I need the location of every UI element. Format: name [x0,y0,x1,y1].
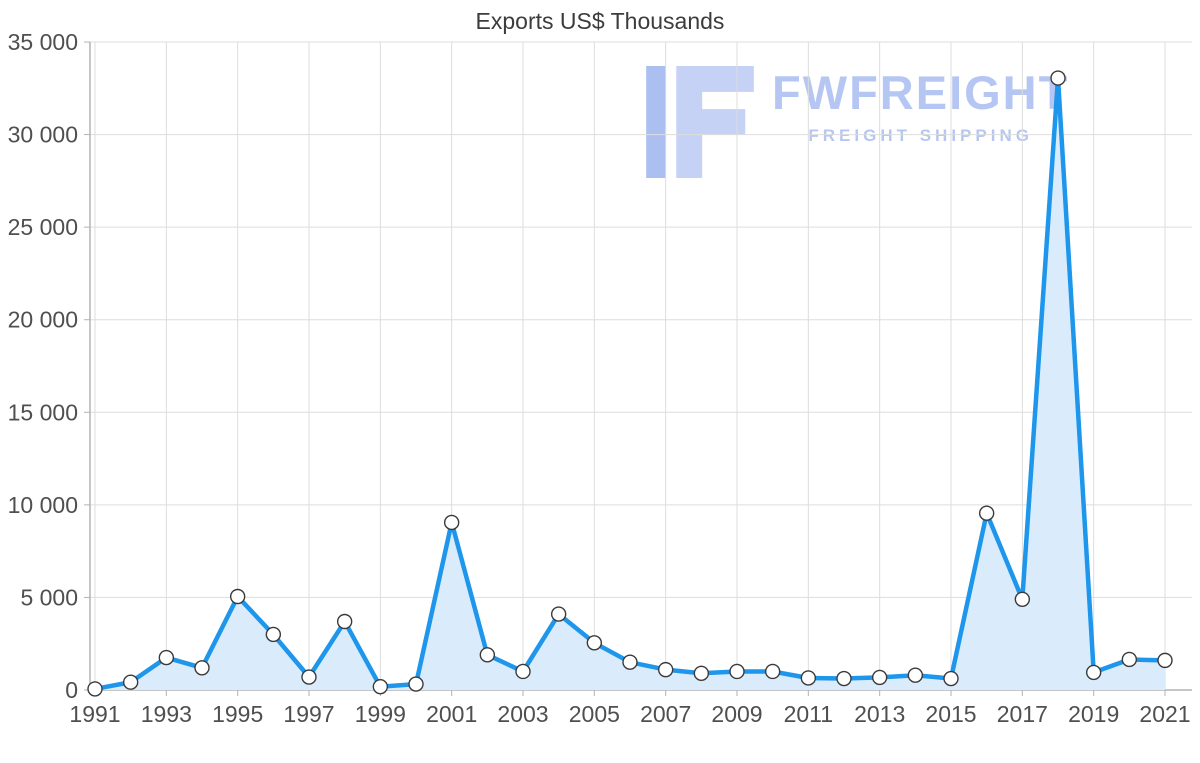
svg-text:25 000: 25 000 [8,214,78,240]
svg-text:2011: 2011 [784,701,833,727]
svg-text:1993: 1993 [141,701,192,727]
svg-text:20 000: 20 000 [8,307,78,333]
svg-text:2007: 2007 [640,701,691,727]
svg-text:2005: 2005 [569,701,620,727]
svg-text:0: 0 [65,677,78,703]
chart-title: Exports US$ Thousands [475,8,725,34]
svg-text:10 000: 10 000 [8,492,78,518]
svg-text:15 000: 15 000 [8,399,78,425]
svg-text:2013: 2013 [854,701,905,727]
svg-text:30 000: 30 000 [8,122,78,148]
svg-text:1997: 1997 [283,701,334,727]
svg-text:2015: 2015 [925,701,976,727]
svg-text:5 000: 5 000 [20,584,78,610]
svg-text:2019: 2019 [1068,701,1119,727]
svg-text:35 000: 35 000 [8,29,78,55]
svg-text:2017: 2017 [997,701,1048,727]
svg-text:1999: 1999 [355,701,406,727]
svg-text:2003: 2003 [497,701,548,727]
svg-text:1991: 1991 [69,701,120,727]
svg-text:1995: 1995 [212,701,263,727]
svg-text:2001: 2001 [426,701,477,727]
svg-text:2021: 2021 [1139,701,1190,727]
svg-text:2009: 2009 [711,701,762,727]
